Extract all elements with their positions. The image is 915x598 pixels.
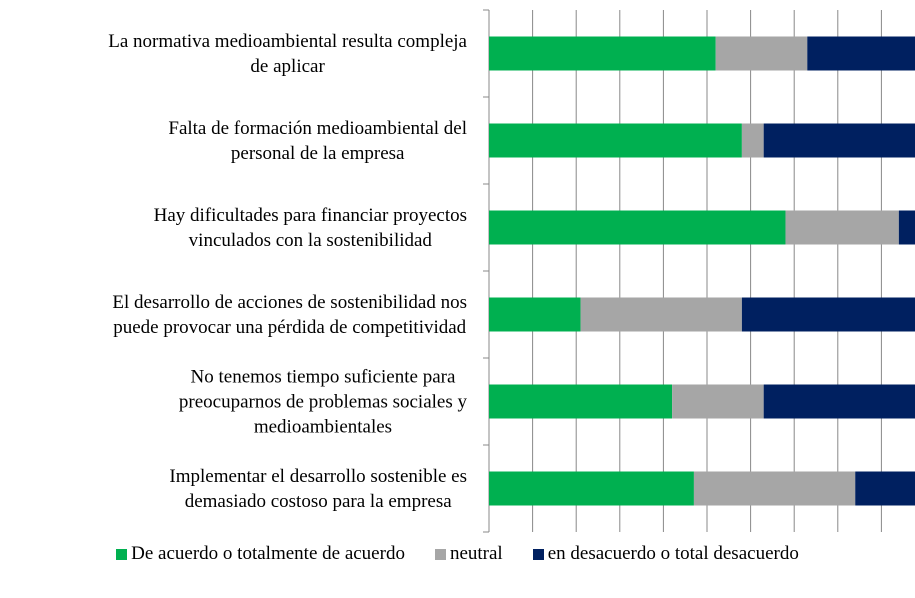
bar-segment [672,384,764,419]
bar-segment [763,384,915,419]
bar-segment [807,36,915,71]
bar-segment [489,123,742,158]
bar-segment [489,471,694,506]
legend-item: en desacuerdo o total desacuerdo [532,543,799,565]
bar-segment [855,471,915,506]
category-label: Hay dificultades para financiar proyecto… [153,204,467,251]
category-label: Implementar el desarrollo sostenible es … [169,465,467,512]
bar-segment [741,297,915,332]
bar-segment [898,210,915,245]
bar-segment [489,297,581,332]
category-label: El desarrollo de acciones de sostenibili… [112,291,467,338]
bar-segment [763,123,915,158]
legend-swatch [434,548,446,560]
category-label: Falta de formación medioambiental del pe… [168,117,467,164]
legend: De acuerdo o totalmente de acuerdo neutra… [0,543,915,565]
legend-label: neutral [449,543,503,564]
bar-segment [785,210,899,245]
category-label: No tenemos tiempo suficiente para preocu… [178,366,467,437]
legend-label: en desacuerdo o total desacuerdo [547,543,799,564]
bar-segment [741,123,764,158]
legend-item: De acuerdo o totalmente de acuerdo [116,543,405,565]
category-label: La normativa medioambiental resulta comp… [108,30,467,77]
legend-swatch [116,548,128,560]
bar-segment [693,471,856,506]
legend-item: neutral [434,543,503,565]
bar-segment [580,297,742,332]
legend-label: De acuerdo o totalmente de acuerdo [131,543,405,564]
bar-segment [489,36,716,71]
legend-swatch [532,548,544,560]
bar-segment [715,36,808,71]
bar-segment [489,384,673,419]
bar-segment [489,210,786,245]
